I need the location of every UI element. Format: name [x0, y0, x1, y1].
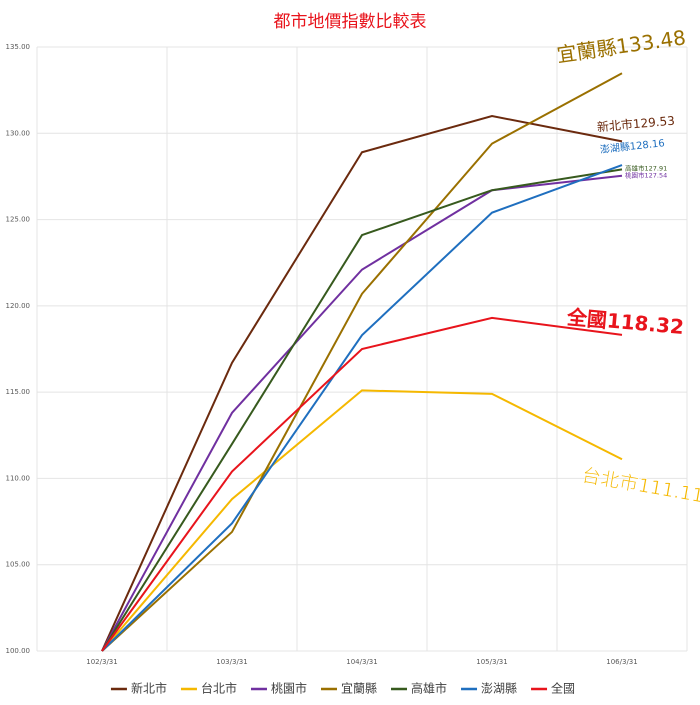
y-tick-label: 105.00 [6, 561, 31, 569]
end-label: 新北市129.53 [596, 112, 675, 134]
legend-item: 高雄市 [391, 681, 447, 696]
legend-item: 桃園市 [250, 681, 307, 696]
end-label: 澎湖縣128.16 [599, 137, 665, 156]
legend-label: 新北市 [131, 681, 167, 696]
end-label-value: 127.54 [645, 172, 668, 180]
legend-item: 台北市 [180, 681, 237, 696]
legend-item: 新北市 [110, 681, 167, 696]
end-label-name: 桃園市 [625, 171, 645, 180]
y-tick-label: 125.00 [6, 216, 31, 224]
end-label-value: 127.91 [645, 164, 668, 172]
series-line [101, 389, 623, 652]
legend-item: 全國 [531, 681, 575, 696]
end-label: 全國118.32 [565, 304, 685, 338]
end-label-name: 高雄市 [625, 163, 645, 172]
y-tick-label: 120.00 [6, 302, 31, 310]
x-tick-label: 102/3/31 [86, 658, 117, 666]
series-line [101, 316, 623, 652]
x-tick-label: 106/3/31 [606, 658, 637, 666]
y-tick-label: 115.00 [6, 388, 31, 396]
y-tick-label: 130.00 [6, 129, 31, 137]
series-line [101, 164, 623, 652]
legend-label: 高雄市 [411, 681, 447, 696]
y-tick-label: 135.00 [6, 43, 31, 51]
legend-item: 宜蘭縣 [320, 681, 377, 696]
legend-label: 桃園市 [271, 681, 307, 696]
x-tick-label: 103/3/31 [216, 658, 247, 666]
legend-label: 澎湖縣 [481, 681, 517, 696]
legend-label: 宜蘭縣 [341, 681, 377, 696]
chart-title: 都市地價指數比較表 [274, 12, 427, 32]
end-label-value: 129.53 [632, 113, 675, 131]
end-label-name: 全國 [565, 304, 608, 331]
x-tick-label: 105/3/31 [476, 658, 507, 666]
series-line [101, 168, 623, 652]
end-label: 高雄市127.91 [625, 163, 667, 172]
series-line [101, 115, 623, 652]
x-tick-label: 104/3/31 [346, 658, 377, 666]
legend-item: 澎湖縣 [461, 681, 517, 696]
series-line [101, 72, 623, 652]
y-tick-label: 100.00 [6, 647, 31, 655]
end-label: 桃園市127.54 [625, 171, 667, 180]
series-line [101, 174, 623, 652]
legend-label: 全國 [551, 681, 575, 696]
legend-label: 台北市 [201, 681, 237, 696]
end-label-name: 新北市 [596, 116, 633, 134]
end-label-value: 128.16 [629, 138, 665, 153]
y-tick-label: 110.00 [6, 474, 31, 482]
end-label-name: 澎湖縣 [599, 141, 630, 156]
